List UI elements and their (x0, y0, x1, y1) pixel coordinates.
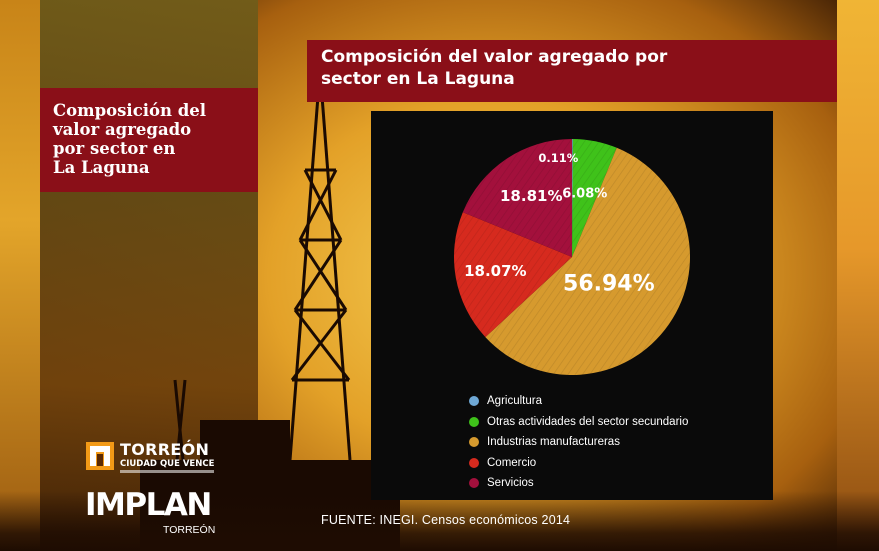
legend-swatch (469, 416, 479, 427)
legend-item: Industrias manufactureras (469, 432, 688, 453)
legend-swatch (469, 396, 479, 407)
top-title-box (307, 40, 837, 102)
legend-label: Comercio (487, 456, 537, 469)
pie-slice-texture-4 (454, 212, 572, 338)
legend-swatch (469, 437, 479, 448)
torreon-logo-tagline: CIUDAD QUE VENCE (120, 459, 215, 469)
legend-swatch (469, 457, 479, 468)
background-band-right (837, 0, 879, 551)
legend-label: Otras actividades del sector secundario (487, 415, 689, 428)
chart-title: Composición del valor agregado por secto… (321, 47, 668, 89)
legend-item: Agricultura (469, 391, 688, 412)
background-band-left (0, 0, 40, 551)
implan-logo-subtitle: TORREÓN (163, 524, 216, 536)
legend-item: Comercio (469, 453, 688, 474)
pie-slice-texture-5 (462, 139, 572, 257)
legend-label: Agricultura (487, 395, 542, 408)
legend: Agricultura Otras actividades del sector … (469, 391, 688, 494)
legend-label: Servicios (487, 477, 534, 490)
pie-slice-texture-3 (485, 147, 690, 375)
ground-shadow (0, 491, 879, 551)
torreon-logo-name: TORREÓN (120, 440, 210, 459)
legend-item: Otras actividades del sector secundario (469, 412, 688, 433)
legend-label: Industrias manufactureras (487, 436, 620, 449)
pie-slice-texture-2 (572, 139, 617, 257)
legend-item: Servicios (469, 473, 688, 494)
pie-value-label-1: 0.11% (538, 151, 578, 165)
pie-value-label-5: 18.81% (500, 187, 562, 205)
pie-value-label-2: 6.08% (562, 186, 607, 201)
torreon-logo: TORREÓN CIUDAD QUE VENCE (86, 440, 216, 480)
pie-value-label-3: 56.94% (563, 272, 655, 297)
left-title-box (40, 88, 258, 192)
chart-panel: 0.11% 6.08% 56.94% 18.07% 18.81% Agricultura… (371, 111, 773, 500)
implan-logo: IMPLAN (85, 487, 212, 523)
legend-swatch (469, 478, 479, 489)
source-note: FUENTE: INEGI. Censos económicos 2014 (321, 513, 571, 527)
torreon-logo-rule (120, 470, 214, 473)
torreon-logo-mark-icon (86, 442, 114, 470)
left-title: Composición del valor agregado por secto… (53, 101, 207, 177)
pie-chart: 0.11% 6.08% 56.94% 18.07% 18.81% (454, 139, 690, 375)
pie-value-label-4: 18.07% (464, 262, 526, 280)
